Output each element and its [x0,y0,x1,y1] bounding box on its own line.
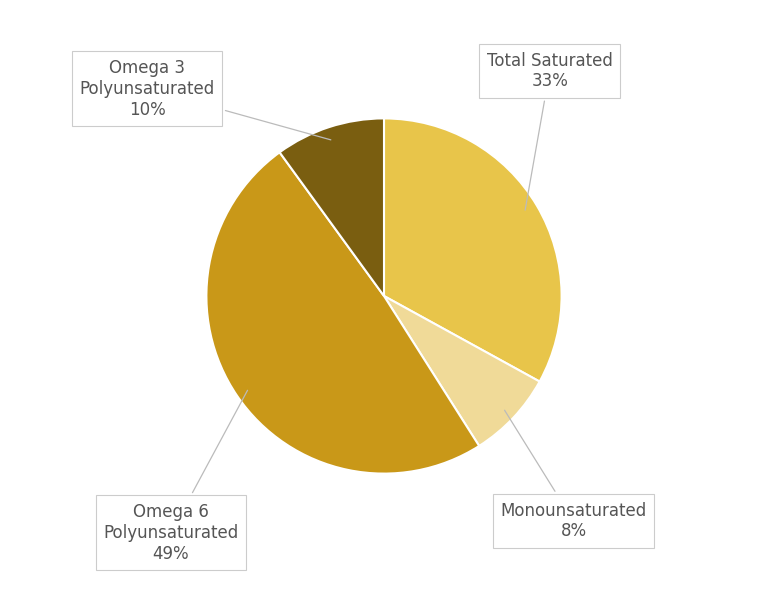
Text: Total Saturated
33%: Total Saturated 33% [487,52,613,210]
Text: Omega 6
Polyunsaturated
49%: Omega 6 Polyunsaturated 49% [103,390,247,562]
Text: Monounsaturated
8%: Monounsaturated 8% [500,410,647,540]
Text: Omega 3
Polyunsaturated
10%: Omega 3 Polyunsaturated 10% [80,59,331,140]
Wedge shape [280,118,384,296]
Wedge shape [207,152,479,474]
Wedge shape [384,296,540,446]
Wedge shape [384,118,561,382]
